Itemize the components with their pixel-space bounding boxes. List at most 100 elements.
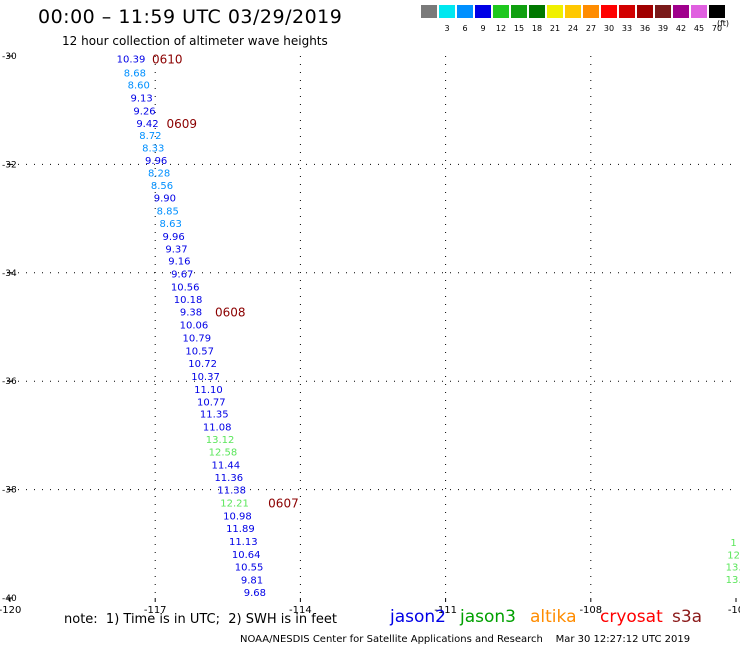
scale-label: 42 [675, 24, 687, 33]
time-label: 0610 [152, 53, 183, 67]
scale-label: 15 [513, 24, 525, 33]
y-tick-label: -40 [2, 594, 17, 604]
scale-label: 24 [567, 24, 579, 33]
scale-label: 70 [711, 24, 723, 33]
wave-height-point: 10.55 [235, 563, 264, 574]
wave-height-point: 9.13 [131, 94, 153, 105]
x-tick-label: -114 [289, 605, 312, 616]
x-tick-label: -120 [0, 605, 21, 616]
wave-height-point: 10.37 [191, 372, 220, 383]
wave-height-point: 10.06 [180, 320, 209, 331]
wave-height-point: 9.96 [162, 232, 184, 243]
note-text: note: 1) Time is in UTC; 2) SWH is in fe… [64, 612, 337, 627]
scale-swatch [529, 5, 545, 18]
wave-height-point: 10.56 [171, 282, 200, 293]
wave-height-point: 11.10 [194, 385, 223, 396]
wave-height-point: 12 [727, 551, 740, 562]
wave-height-point: 10.77 [197, 397, 226, 408]
wave-height-point: 11.36 [214, 473, 243, 484]
wave-height-point: 10.64 [232, 550, 261, 561]
y-tick-label: -34 [2, 269, 17, 279]
scale-swatch [655, 5, 671, 18]
scale-swatch [439, 5, 455, 18]
scale-swatch [475, 5, 491, 18]
wave-height-point: 11.38 [217, 486, 246, 497]
scale-swatch [547, 5, 563, 18]
scale-unit-label: (ft) [717, 19, 730, 28]
wave-height-point: 1 [730, 538, 736, 549]
wave-height-point: 13. [726, 563, 740, 574]
scale-label: 9 [480, 24, 486, 33]
credit-line: NOAA/NESDIS Center for Satellite Applica… [240, 634, 691, 645]
wave-height-point: 10.98 [223, 512, 252, 523]
scale-label: 6 [462, 24, 468, 33]
scale-swatch [421, 5, 437, 18]
x-tick-label: -111 [434, 605, 457, 616]
wave-height-point: 9.81 [241, 576, 263, 587]
mission-legend-cryosat: cryosat [600, 607, 663, 627]
scale-swatch [565, 5, 581, 18]
wave-height-point: 11.44 [212, 461, 241, 472]
page-title: 00:00 – 11:59 UTC 03/29/2019 [38, 6, 343, 28]
scale-label: 45 [693, 24, 705, 33]
scale-label: 39 [657, 24, 669, 33]
scale-swatch [583, 5, 599, 18]
scale-label: 27 [585, 24, 597, 33]
wave-height-point: 8.28 [148, 169, 170, 180]
y-tick-label: -38 [2, 486, 17, 496]
wave-height-point: 11.89 [226, 524, 255, 535]
x-tick-label: -117 [144, 605, 167, 616]
scale-label: 3 [444, 24, 450, 33]
wave-height-point: 10.18 [174, 295, 203, 306]
wave-height-point: 13.12 [206, 435, 235, 446]
scale-label: 30 [603, 24, 615, 33]
wave-height-point: 10.57 [185, 346, 214, 357]
scale-swatch [673, 5, 689, 18]
x-tick-label: -10 [728, 605, 740, 616]
scale-swatch [601, 5, 617, 18]
wave-height-point: 9.38 [180, 307, 202, 318]
mission-legend-jason2: jason2 [390, 607, 446, 627]
time-label: 0607 [268, 497, 299, 511]
mission-legend-jason3: jason3 [460, 607, 516, 627]
wave-height-point: 12.21 [220, 499, 249, 510]
scale-label: 36 [639, 24, 651, 33]
wave-height-point: 9.37 [165, 244, 187, 255]
scale-swatch [709, 5, 725, 18]
time-label: 0609 [167, 117, 198, 131]
scale-swatch [691, 5, 707, 18]
mission-legend-altika: altika [530, 607, 577, 627]
wave-height-point: 8.85 [157, 206, 179, 217]
wave-height-point: 9.96 [145, 156, 167, 167]
wave-height-point: 9.90 [154, 193, 176, 204]
scale-label: 33 [621, 24, 633, 33]
wave-height-point: 13. [726, 575, 740, 586]
scale-swatch [457, 5, 473, 18]
wave-height-point: 10.39 [117, 55, 146, 66]
wave-height-point: 8.63 [160, 219, 182, 230]
wave-height-point: 9.68 [244, 588, 266, 599]
wave-height-point: 11.08 [203, 423, 232, 434]
page-subtitle: 12 hour collection of altimeter wave hei… [62, 34, 328, 48]
scale-swatch [637, 5, 653, 18]
wave-height-point: 8.68 [124, 68, 146, 79]
scale-label: 12 [495, 24, 507, 33]
wave-height-point: 9.16 [168, 256, 190, 267]
wave-height-point: 12.58 [209, 448, 238, 459]
wave-height-point: 10.79 [183, 333, 212, 344]
wave-height-point: 8.72 [139, 131, 161, 142]
time-label: 0608 [215, 305, 246, 319]
wave-height-point: 11.13 [229, 537, 258, 548]
wave-height-point: 8.56 [151, 181, 173, 192]
scale-swatch [619, 5, 635, 18]
mission-legend-s3a: s3a [672, 607, 703, 627]
wave-height-point: 11.35 [200, 410, 229, 421]
wave-height-point: 10.72 [188, 359, 217, 370]
wave-height-point: 9.67 [171, 269, 193, 280]
scale-swatch [493, 5, 509, 18]
y-tick-label: -36 [2, 377, 17, 387]
x-tick-label: -108 [579, 605, 602, 616]
wave-height-point: 9.26 [133, 107, 155, 118]
y-tick-label: -32 [2, 160, 17, 170]
